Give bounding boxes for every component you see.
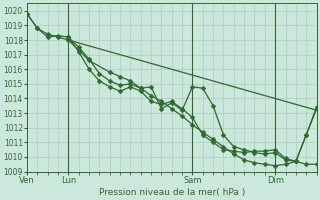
X-axis label: Pression niveau de la mer( hPa ): Pression niveau de la mer( hPa ) [99, 188, 245, 197]
